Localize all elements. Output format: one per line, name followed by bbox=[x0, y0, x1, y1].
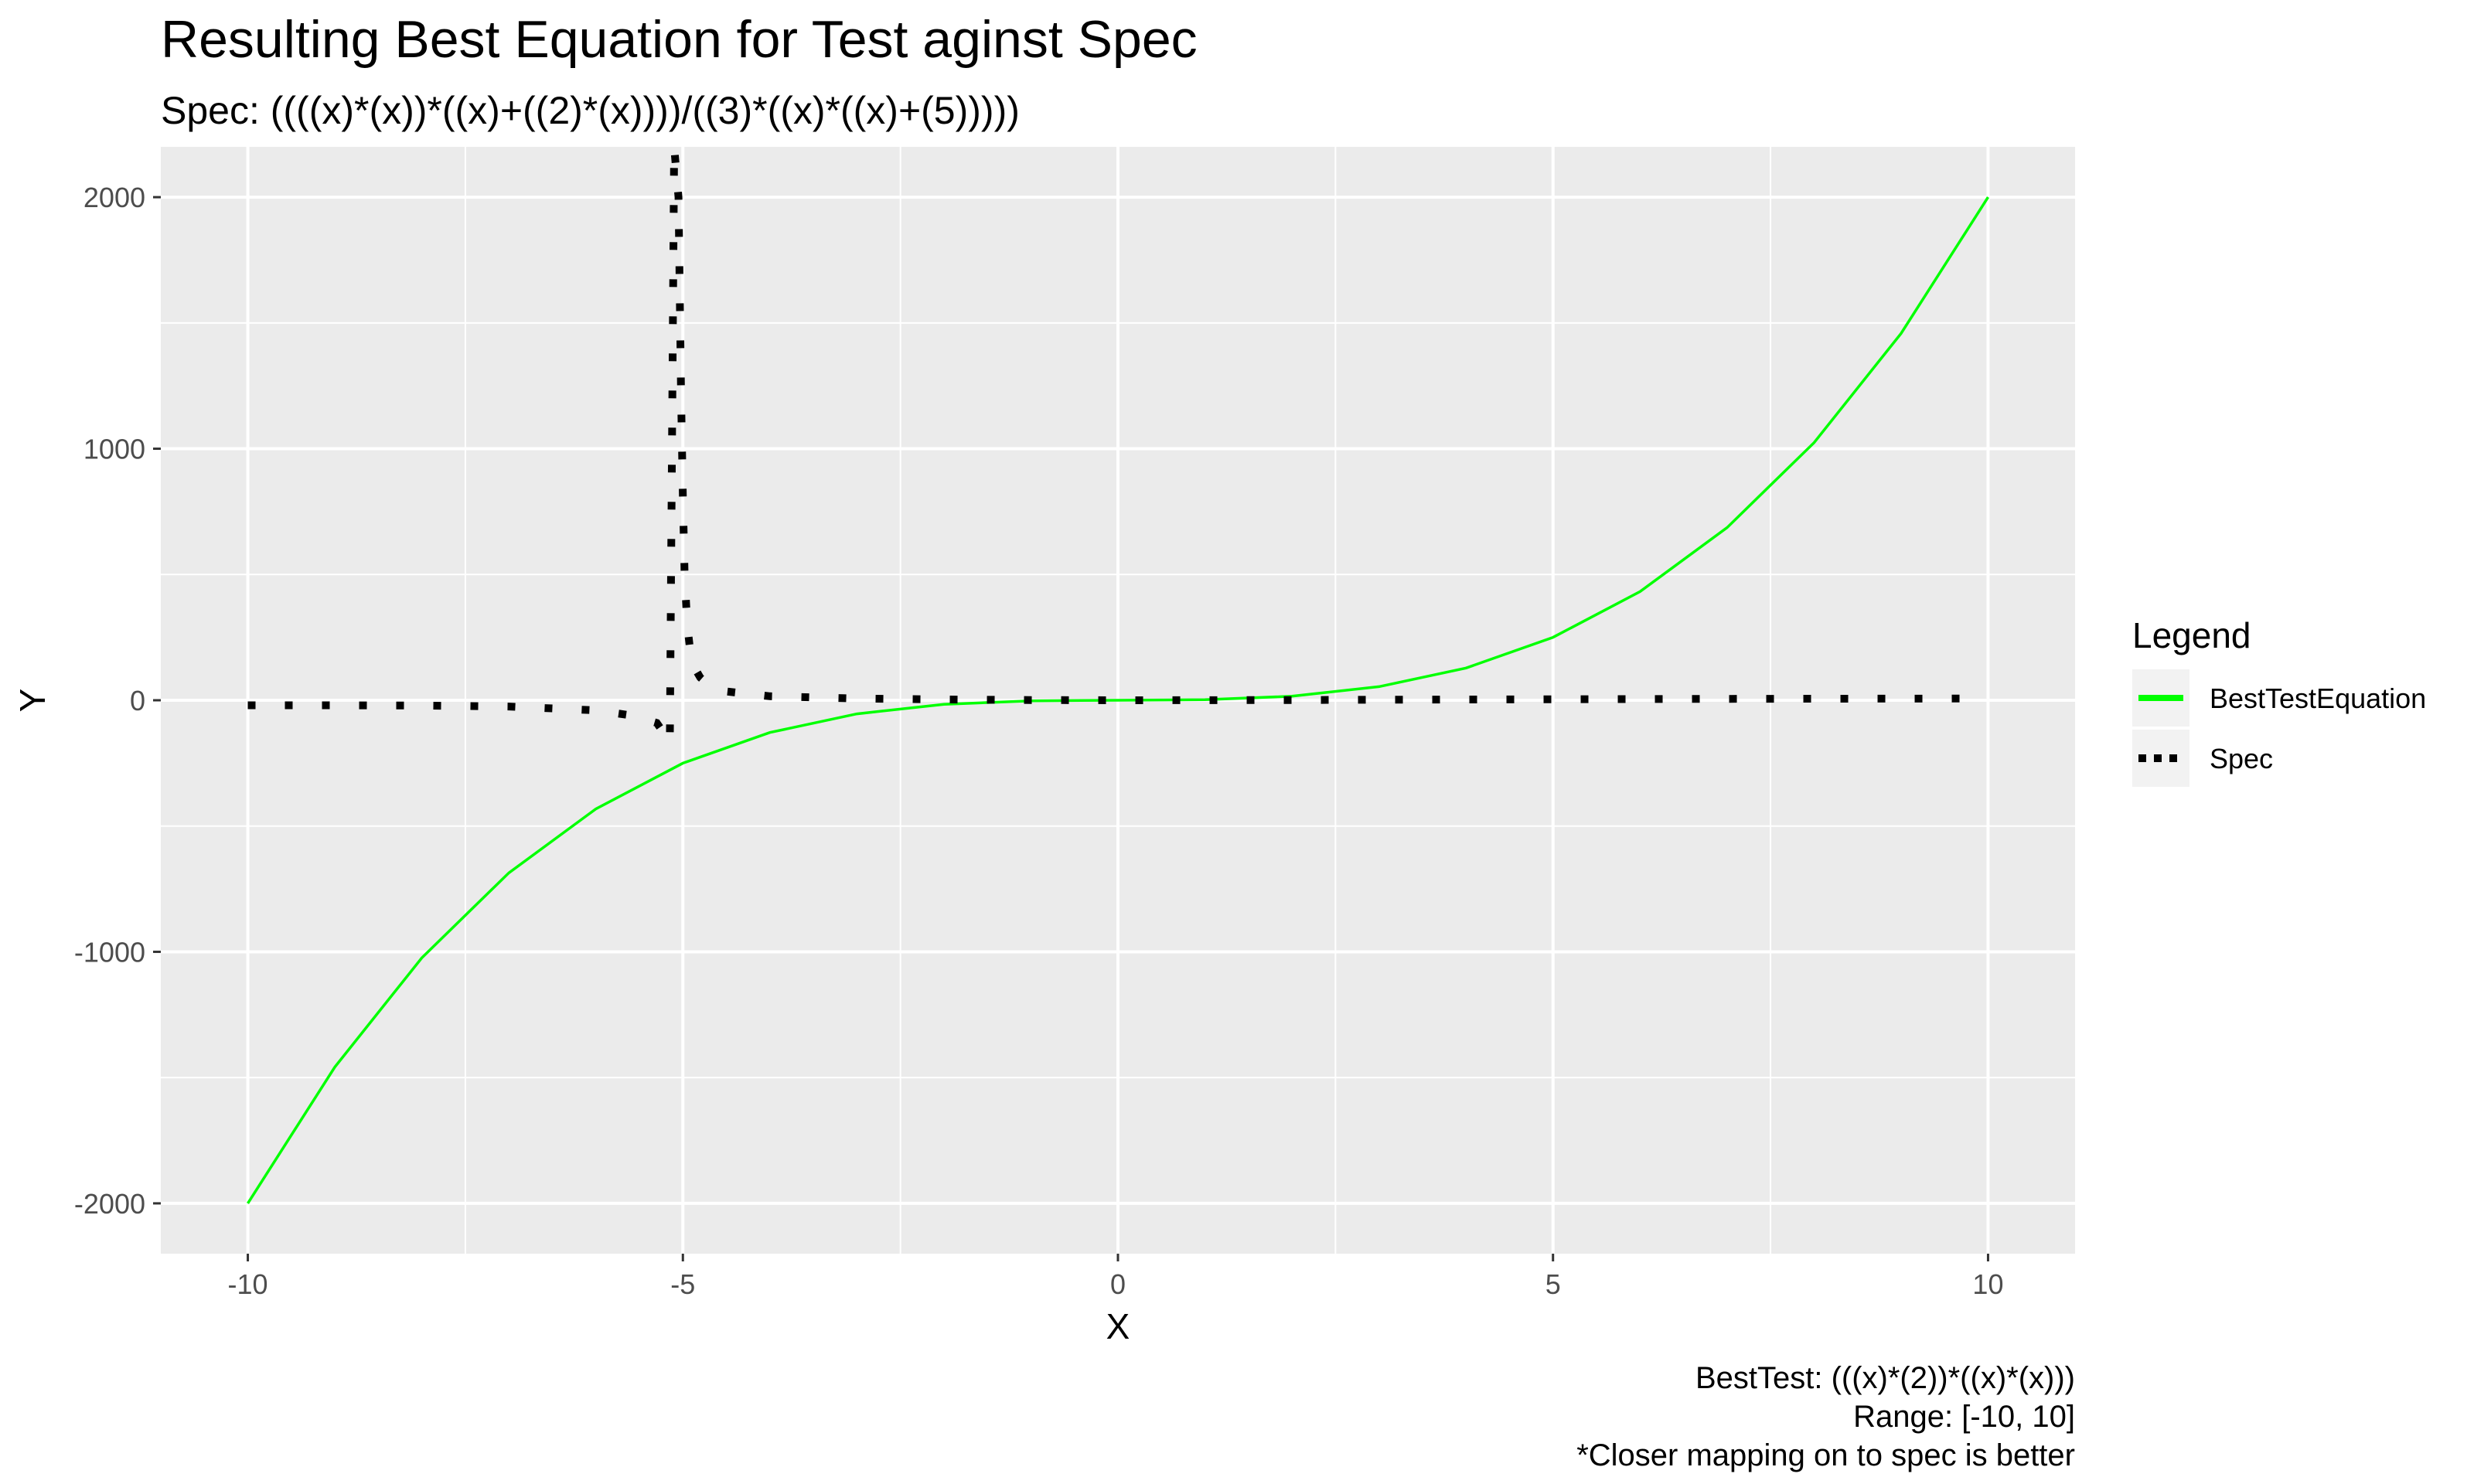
caption-note: *Closer mapping on to spec is better bbox=[1576, 1438, 2075, 1472]
x-tick-label-4: 10 bbox=[1972, 1268, 2003, 1300]
legend-label-besttestequation: BestTestEquation bbox=[2210, 682, 2426, 714]
y-tick-label-4: 2000 bbox=[83, 182, 145, 213]
x-tick-label-2: 0 bbox=[1110, 1268, 1126, 1300]
x-axis-label: X bbox=[1106, 1306, 1130, 1346]
series-besttestequation-line bbox=[247, 196, 1989, 1204]
x-tick-label-0: -10 bbox=[228, 1268, 268, 1300]
x-tick-label-1: -5 bbox=[670, 1268, 695, 1300]
y-tick-label-1: -1000 bbox=[74, 936, 145, 968]
legend-title: Legend bbox=[2132, 615, 2251, 655]
y-axis-ticks: -2000 -1000 0 1000 2000 bbox=[74, 182, 161, 1220]
legend: Legend BestTestEquation Spec bbox=[2132, 615, 2426, 787]
x-tick-label-3: 5 bbox=[1545, 1268, 1561, 1300]
chart-title: Resulting Best Equation for Test aginst … bbox=[161, 10, 1198, 69]
y-tick-label-2: 0 bbox=[130, 685, 145, 716]
x-axis-ticks: -10 -5 0 5 10 bbox=[228, 1254, 2003, 1300]
series-spec-line bbox=[247, 147, 1988, 757]
y-tick-label-0: -2000 bbox=[74, 1188, 145, 1220]
y-tick-label-3: 1000 bbox=[83, 434, 145, 465]
caption-range: Range: [-10, 10] bbox=[1853, 1400, 2075, 1434]
chart-subtitle: Spec: ((((x)*(x))*((x)+((2)*(x))))/((3)*… bbox=[161, 89, 1020, 132]
series-layer bbox=[247, 147, 1989, 1204]
legend-label-spec: Spec bbox=[2210, 743, 2273, 774]
y-axis-label: Y bbox=[12, 689, 53, 713]
caption-besttest: BestTest: (((x)*(2))*((x)*(x))) bbox=[1695, 1361, 2075, 1395]
